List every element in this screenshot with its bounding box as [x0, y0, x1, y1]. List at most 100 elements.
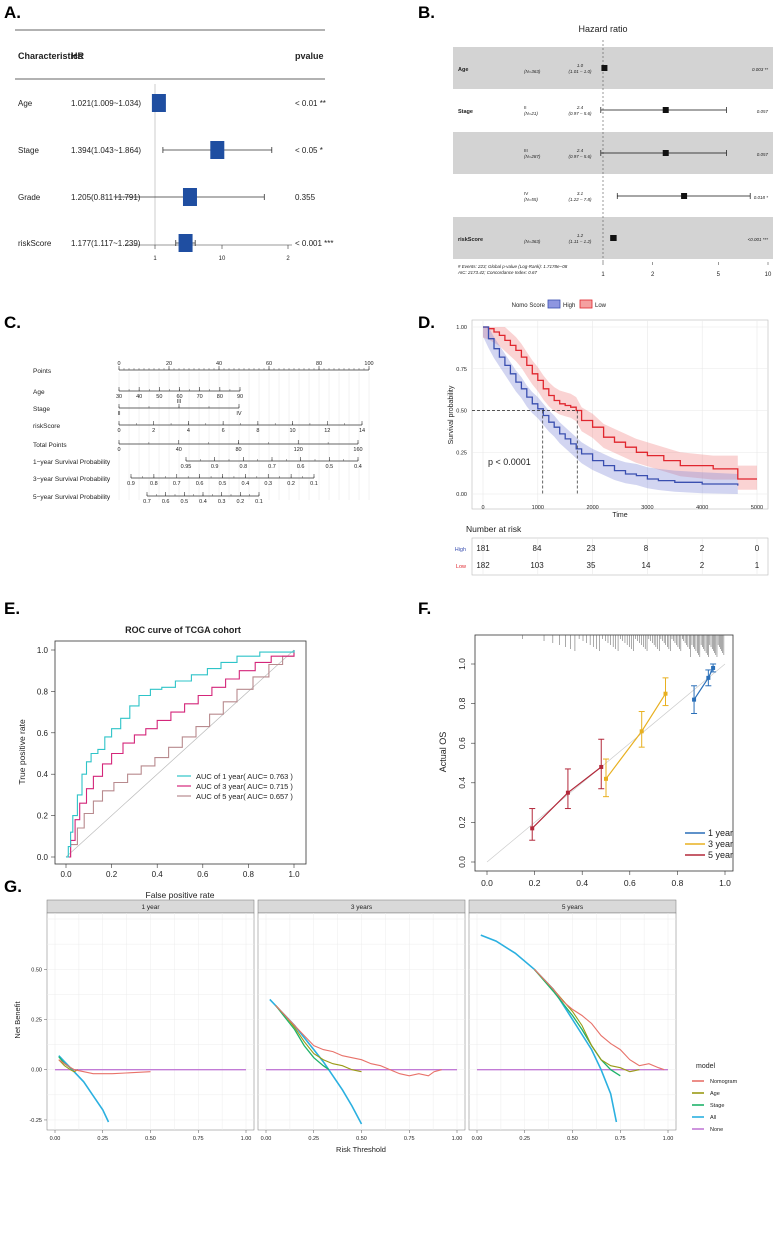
- row-pvalue: <0.001 ***: [748, 237, 769, 242]
- high-survival-curve: [483, 326, 739, 486]
- row-label: Age: [18, 99, 33, 108]
- panel-g-decision-curve: 1 year 0.00 0.25 0.50 0.75 1.00 3 years 0.00 0.2…: [13, 899, 738, 1154]
- x-tick-label: 1000: [532, 505, 544, 511]
- x-axis-title: Time: [612, 512, 627, 519]
- tick-label: 0.1: [310, 481, 318, 487]
- row-label: riskScore: [18, 239, 52, 248]
- calibration-line-2: [531, 766, 602, 829]
- calibration-point: [530, 826, 535, 831]
- x-tick-label: 0.00: [472, 1136, 483, 1142]
- x-tick-label: 2000: [586, 505, 598, 511]
- tick-label: 0.3: [264, 481, 272, 487]
- legend-title: model: [696, 1063, 716, 1070]
- tick-label: 0.95: [181, 464, 192, 470]
- stage-curve: [533, 968, 621, 1077]
- row-pvalue: 0.355: [295, 193, 316, 202]
- low-survival-curve: [483, 326, 757, 480]
- risk-row-label: Low: [456, 564, 466, 570]
- tick-label: 0.1: [255, 499, 263, 505]
- risk-cell: 84: [533, 544, 542, 553]
- y-tick-label: 0.6: [457, 737, 467, 749]
- hr-box: [178, 234, 193, 252]
- risk-cell: 23: [587, 544, 596, 553]
- row-ci: (1.11 – 1.2): [569, 239, 592, 244]
- calibration-point: [599, 764, 604, 769]
- tick-label: 0.5: [181, 499, 189, 505]
- row-estimate: 2.4: [576, 148, 584, 153]
- row-estimate: 1.0: [577, 63, 584, 68]
- row-name: Age: [458, 67, 468, 73]
- tick-label: 0.4: [242, 481, 250, 487]
- x-tick-label: 0.50: [145, 1136, 156, 1142]
- panel-e-roc-plot: ROC curve of TCGA cohort 0.0 0.2 0.4 0.6 0.8 1…: [17, 625, 307, 900]
- x-tick-label: 0.6: [197, 870, 209, 879]
- x-tick-label: 1: [153, 256, 157, 262]
- calibration-line-0: [693, 667, 714, 700]
- hr-point: [610, 235, 617, 241]
- row-hr-text: 1.205(0.811~1.791): [71, 193, 141, 202]
- facet-label: 5 years: [562, 904, 584, 911]
- x-tick-label: 0.25: [308, 1136, 319, 1142]
- tick-label: 0.5: [219, 481, 227, 487]
- tick-label: 8: [256, 428, 259, 434]
- risk-table-frame: [471, 537, 769, 576]
- tick-label: 0.5: [326, 464, 334, 470]
- y-tick-label: 0.25: [31, 1017, 42, 1023]
- x-tick-label: 3000: [641, 505, 653, 511]
- tick-label: 0: [117, 361, 120, 367]
- tick-label: 6: [222, 428, 225, 434]
- facet-label: 3 years: [351, 904, 373, 911]
- legend-label-high: High: [563, 303, 575, 309]
- row-n: (N=55): [524, 197, 538, 202]
- panel-label-d: D.: [418, 313, 435, 332]
- y-tick-label: 0.0: [457, 856, 467, 868]
- x-tick-label: 1.00: [452, 1136, 463, 1142]
- footnote-events: # Events: 223; Global p-value (Log-Rank)…: [458, 264, 568, 269]
- tick-label: 80: [235, 447, 241, 453]
- legend-label: Stage: [710, 1103, 724, 1109]
- y-tick-label: 0.8: [457, 697, 467, 709]
- row-ci: (0.97 – 5.6): [568, 154, 592, 159]
- tick-label: 0.7: [173, 481, 181, 487]
- y-tick-label: 0.8: [37, 687, 49, 696]
- x-tick-label: 0.25: [519, 1136, 530, 1142]
- row-hr-text: 1.394(1.043~1.864): [71, 146, 141, 155]
- row-estimate: 1.2: [577, 233, 584, 238]
- legend-label: Age: [710, 1091, 720, 1097]
- y-axis-title: Survival probability: [448, 385, 455, 444]
- risk-cell: 2: [700, 544, 705, 553]
- y-tick-label: 0.2: [37, 812, 49, 821]
- p-value-label: p < 0.0001: [488, 457, 531, 467]
- x-tick-label: 0.0: [60, 870, 72, 879]
- y-tick-label: 0.2: [457, 816, 467, 828]
- row-ci: (0.97 – 5.6): [568, 111, 592, 116]
- row-pvalue: 0.003 **: [752, 67, 768, 72]
- tick-label: 0.8: [240, 464, 248, 470]
- header-pvalue: pvalue: [295, 51, 324, 61]
- y-tick-label: 0.25: [456, 450, 467, 456]
- row-estimate: 3.1: [577, 191, 584, 196]
- x-tick-label: 0: [481, 505, 484, 511]
- risk-cell: 103: [530, 561, 544, 570]
- row-label: Grade: [18, 193, 41, 202]
- row-pvalue: < 0.001 ***: [295, 239, 333, 248]
- tick-label: 0: [117, 447, 120, 453]
- row-shade: [453, 47, 773, 89]
- legend-label: AUC of 5 year( AUC= 0.657 ): [196, 792, 293, 801]
- row-ci: (1.22 – 7.8): [568, 197, 592, 202]
- tick-label: 40: [216, 361, 222, 367]
- calibration-point: [565, 790, 570, 795]
- age-curve: [275, 1005, 362, 1073]
- tick-label: 70: [197, 394, 203, 400]
- panel-b-hazard-ratio-plot: Hazard ratio Age (N=363) 1.0(1.01 – 1.0) 0.0…: [453, 24, 773, 278]
- tick-label: 40: [136, 394, 142, 400]
- x-tick-label: 5000: [751, 505, 763, 511]
- risk-table-title: Number at risk: [466, 524, 522, 534]
- roc-curve-0: [66, 650, 295, 858]
- row-label: Total Points: [33, 442, 67, 449]
- panel-f-calibration-plot: 0.00.20.40.60.81.00.00.20.40.60.81.0Pred…: [438, 634, 734, 911]
- risk-cell: 35: [587, 561, 596, 570]
- tick-label: II: [117, 411, 121, 417]
- tick-label: 80: [316, 361, 322, 367]
- facet-label: 1 year: [141, 904, 160, 911]
